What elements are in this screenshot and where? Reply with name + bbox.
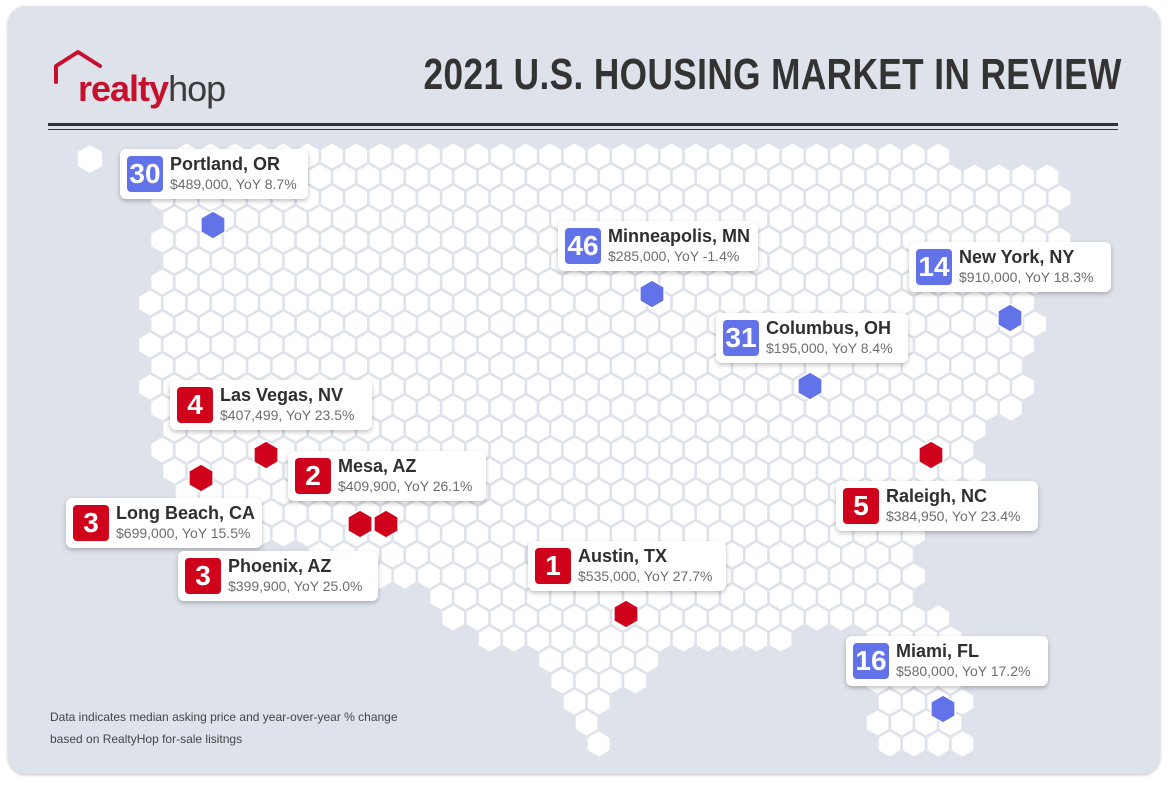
city-stat: $535,000, YoY 27.7%: [578, 568, 713, 584]
hex-cell: [694, 623, 722, 655]
hex-cell: [949, 728, 976, 760]
city-marker-raleigh: 5 Raleigh, NC $384,950, YoY 23.4%: [836, 481, 1038, 531]
city-stat: $699,000, YoY 15.5%: [116, 525, 251, 541]
city-hex-portland: [200, 210, 226, 240]
hex-cell: [621, 665, 649, 697]
city-stat: $384,950, YoY 23.4%: [886, 508, 1021, 524]
city-stat: $489,000, YoY 8.7%: [170, 176, 297, 192]
rank-badge: 4: [177, 387, 213, 423]
city-name: Las Vegas, NV: [220, 385, 344, 405]
city-name: Austin, TX: [578, 546, 667, 566]
rank-badge: 46: [565, 228, 601, 264]
footnote-line-2: based on RealtyHop for-sale lisitngs: [50, 732, 243, 746]
city-name: Miami, FL: [896, 641, 980, 661]
hex-cell: [439, 602, 467, 634]
city-hex-long-beach: [188, 463, 214, 493]
city-hex-minneapolis: [639, 279, 665, 309]
city-marker-columbus: 31 Columbus, OH $195,000, YoY 8.4%: [716, 313, 908, 363]
city-stat: $580,000, YoY 17.2%: [896, 663, 1031, 679]
infographic-card: realtyhop 2021 U.S. HOUSING MARKET IN RE…: [8, 6, 1160, 774]
city-name: Minneapolis, MN: [608, 226, 751, 246]
city-hex-las-vegas: [253, 440, 279, 470]
city-hex-layer: [188, 210, 1023, 724]
city-stat: $399,900, YoY 25.0%: [228, 578, 363, 594]
page-title: 2021 U.S. HOUSING MARKET IN REVIEW: [423, 50, 1122, 99]
rank-badge: 16: [853, 643, 889, 679]
rank-badge: 30: [127, 156, 163, 192]
rank-badge: 3: [73, 505, 109, 541]
logo-wordmark: realtyhop: [78, 68, 226, 109]
city-name: Portland, OR: [170, 154, 281, 174]
title-divider-thick: [48, 123, 1118, 126]
city-stat: $910,000, YoY 18.3%: [959, 269, 1094, 285]
rank-badge: 14: [916, 249, 952, 285]
city-marker-miami: 16 Miami, FL $580,000, YoY 17.2%: [846, 636, 1048, 686]
city-name: Columbus, OH: [766, 318, 891, 338]
city-marker-phoenix: 3 Phoenix, AZ $399,900, YoY 25.0%: [178, 551, 378, 601]
city-marker-minneapolis: 46 Minneapolis, MN $285,000, YoY -1.4%: [558, 221, 758, 271]
hex-cell: [77, 145, 103, 173]
rank-badge: 5: [843, 488, 879, 524]
hex-cell: [900, 728, 928, 760]
city-hex-mesa: [373, 509, 399, 539]
hex-cell: [827, 602, 855, 634]
hex-cell: [476, 623, 503, 655]
city-name: New York, NY: [959, 247, 1075, 267]
hex-cell: [270, 518, 297, 550]
city-stat: $285,000, YoY -1.4%: [608, 248, 740, 264]
city-stat: $407,499, YoY 23.5%: [220, 407, 355, 423]
house-roof-icon: [54, 50, 102, 84]
city-hex-raleigh: [918, 440, 944, 470]
hex-cell: [500, 623, 528, 655]
city-stat: $195,000, YoY 8.4%: [766, 340, 893, 356]
hex-cell: [585, 728, 613, 760]
hex-cell: [391, 560, 419, 592]
rank-badge: 31: [723, 320, 759, 356]
title-divider-thin: [48, 129, 1118, 130]
hex-cell: [767, 623, 794, 655]
hex-cell: [997, 392, 1025, 424]
city-hex-columbus: [797, 371, 823, 401]
city-marker-austin: 1 Austin, TX $535,000, YoY 27.7%: [528, 541, 726, 591]
hex-cell: [742, 623, 770, 655]
realtyhop-logo: realtyhop: [50, 46, 270, 116]
city-hex-new-york: [997, 303, 1023, 333]
rank-badge: 2: [295, 458, 331, 494]
hex-cell: [924, 728, 952, 760]
city-name: Phoenix, AZ: [228, 556, 332, 576]
hex-cell: [876, 728, 904, 760]
footnote: Data indicates median asking price and y…: [50, 706, 398, 750]
city-marker-portland: 30 Portland, OR $489,000, YoY 8.7%: [120, 149, 308, 199]
city-hex-mesa: [347, 509, 373, 539]
hex-cell: [718, 623, 746, 655]
city-hex-miami: [930, 694, 956, 724]
city-name: Long Beach, CA: [116, 503, 256, 523]
hex-cell: [670, 623, 697, 655]
rank-badge: 3: [185, 558, 221, 594]
hex-cell: [803, 602, 831, 634]
city-marker-las-vegas: 4 Las Vegas, NV $407,499, YoY 23.5%: [170, 380, 372, 430]
city-marker-long-beach: 3 Long Beach, CA $699,000, YoY 15.5%: [66, 498, 262, 548]
city-marker-mesa: 2 Mesa, AZ $409,900, YoY 26.1%: [288, 451, 486, 501]
city-name: Raleigh, NC: [886, 486, 988, 506]
city-name: Mesa, AZ: [338, 456, 417, 476]
city-hex-austin: [613, 599, 639, 629]
rank-badge: 1: [535, 548, 571, 584]
footnote-line-1: Data indicates median asking price and y…: [50, 710, 398, 724]
city-marker-new-york: 14 New York, NY $910,000, YoY 18.3%: [909, 242, 1111, 292]
city-stat: $409,900, YoY 26.1%: [338, 478, 473, 494]
